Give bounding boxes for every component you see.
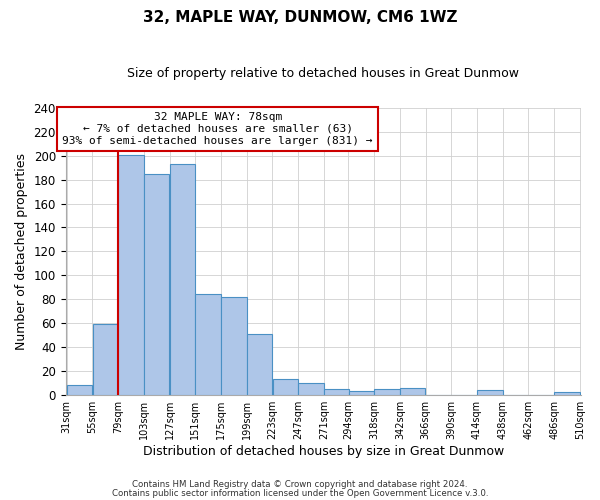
Title: Size of property relative to detached houses in Great Dunmow: Size of property relative to detached ho… <box>127 68 520 80</box>
Bar <box>221 297 247 394</box>
Text: Contains public sector information licensed under the Open Government Licence v.: Contains public sector information licen… <box>112 489 488 498</box>
Text: 32 MAPLE WAY: 78sqm
← 7% of detached houses are smaller (63)
93% of semi-detache: 32 MAPLE WAY: 78sqm ← 7% of detached hou… <box>62 112 373 146</box>
Bar <box>92 324 118 394</box>
Text: 32, MAPLE WAY, DUNMOW, CM6 1WZ: 32, MAPLE WAY, DUNMOW, CM6 1WZ <box>143 10 457 25</box>
Bar <box>247 334 272 394</box>
Bar <box>118 154 143 394</box>
Bar <box>477 390 503 394</box>
Y-axis label: Number of detached properties: Number of detached properties <box>15 153 28 350</box>
Bar <box>67 385 92 394</box>
X-axis label: Distribution of detached houses by size in Great Dunmow: Distribution of detached houses by size … <box>143 444 504 458</box>
Bar <box>554 392 580 394</box>
Bar <box>170 164 195 394</box>
Bar <box>374 388 400 394</box>
Bar <box>196 294 221 394</box>
Bar <box>349 391 374 394</box>
Bar <box>144 174 169 394</box>
Bar <box>324 388 349 394</box>
Bar <box>400 388 425 394</box>
Bar <box>298 383 323 394</box>
Text: Contains HM Land Registry data © Crown copyright and database right 2024.: Contains HM Land Registry data © Crown c… <box>132 480 468 489</box>
Bar <box>272 379 298 394</box>
